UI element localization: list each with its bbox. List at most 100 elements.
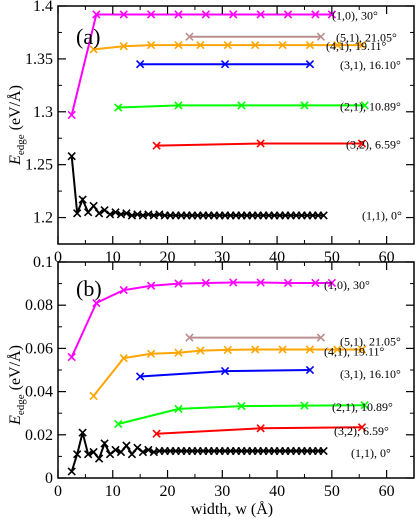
series-label: (1,0), 30° <box>324 278 370 292</box>
y-tick-label: 0.06 <box>25 340 53 357</box>
y-tick-label: 0 <box>45 470 53 487</box>
x-tick-label: 0 <box>54 483 62 500</box>
data-point-marker <box>305 345 315 354</box>
data-point-marker <box>300 401 309 410</box>
plot-frame <box>57 5 415 245</box>
data-point-marker <box>152 141 161 150</box>
data-point-marker <box>237 101 246 110</box>
y-axis-subscript-a: edge <box>15 134 27 155</box>
data-point-marker <box>92 298 101 308</box>
y-axis-unit-b: (eV/Å) <box>6 345 24 394</box>
y-axis-title-b: Eedge (eV/Å) <box>6 345 27 426</box>
data-point-marker <box>357 423 367 432</box>
series-line <box>70 156 324 217</box>
data-point-marker <box>174 348 183 357</box>
y-tick-label: 0.1 <box>33 254 53 271</box>
x-tick-label: 40 <box>269 483 285 500</box>
data-point-marker <box>319 211 328 220</box>
x-tick-label: 30 <box>214 483 230 500</box>
data-point-marker <box>119 285 128 295</box>
panel-label: (a) <box>76 24 100 49</box>
data-point-marker <box>316 32 326 41</box>
data-point-marker <box>100 205 109 215</box>
data-point-marker <box>251 345 260 354</box>
data-point-marker <box>78 428 87 437</box>
data-point-marker <box>89 45 98 54</box>
series-label: (1,0), 30° <box>332 8 378 22</box>
data-point-marker <box>174 404 183 414</box>
data-point-marker <box>83 450 93 459</box>
y-tick-label: 1.4 <box>33 0 53 15</box>
series-label: (1,1), 0° <box>351 446 391 460</box>
series-label: (5,1), 21.05° <box>336 31 397 45</box>
y-axis-symbol-b: E <box>7 415 24 426</box>
series-label: (1,1), 0° <box>362 208 402 222</box>
data-point-marker <box>89 201 98 211</box>
data-point-marker <box>89 391 98 401</box>
data-point-marker <box>152 429 161 438</box>
panel-label: (b) <box>76 276 102 301</box>
data-point-marker <box>174 279 183 288</box>
data-point-marker <box>278 40 287 50</box>
y-tick-label: 1.35 <box>25 51 53 68</box>
data-point-marker <box>185 333 194 342</box>
data-point-marker <box>237 401 246 411</box>
data-point-marker <box>333 345 342 354</box>
data-point-marker <box>278 345 287 354</box>
series-label: (5,1), 21.05° <box>340 335 401 349</box>
y-tick-label: 1.3 <box>33 104 53 121</box>
x-tick-label: 10 <box>105 483 121 500</box>
y-tick-label: 0.02 <box>25 427 53 444</box>
data-point-marker <box>73 209 82 218</box>
data-point-marker <box>67 352 76 362</box>
data-point-marker <box>105 210 115 219</box>
data-point-marker <box>92 10 101 19</box>
data-point-marker <box>305 365 315 375</box>
data-point-marker <box>146 10 156 19</box>
y-tick-label: 0.08 <box>25 297 53 314</box>
data-point-marker <box>300 101 309 110</box>
x-axis-title: width, w (Å) <box>191 500 273 518</box>
data-point-marker <box>311 278 320 288</box>
data-point-marker <box>100 439 109 448</box>
data-point-marker <box>133 443 142 452</box>
data-point-marker <box>185 32 194 41</box>
data-point-marker <box>223 40 232 50</box>
data-point-marker <box>78 195 87 204</box>
data-point-marker <box>138 447 148 457</box>
data-point-marker <box>256 10 265 19</box>
x-tick-label: 20 <box>160 483 176 500</box>
data-point-marker <box>122 441 131 450</box>
x-tick-label: 60 <box>379 483 395 500</box>
data-point-marker <box>174 10 183 19</box>
y-axis-unit-a: (eV/Å) <box>6 85 24 134</box>
data-point-marker <box>357 345 367 354</box>
data-point-marker <box>146 40 156 50</box>
data-point-marker <box>327 10 337 19</box>
data-point-marker <box>357 40 367 50</box>
data-point-marker <box>135 60 145 69</box>
panel-b: (1,0), 30° (5,1), 21.05°(4,1), 19.11° (3,1… <box>25 254 415 500</box>
x-tick-label: 50 <box>324 483 340 500</box>
data-point-marker <box>105 450 115 459</box>
y-tick-label: 0.04 <box>25 384 53 401</box>
data-point-marker <box>311 10 320 19</box>
data-point-marker <box>251 40 260 50</box>
y-axis-title-a: Eedge (eV/Å) <box>6 85 27 166</box>
data-point-marker <box>114 419 123 429</box>
data-point-marker <box>146 349 156 358</box>
data-point-marker <box>135 372 145 381</box>
x-tick-label: 0 <box>54 249 62 266</box>
series-label: (4,1), 19.11° <box>326 39 387 53</box>
data-point-marker <box>256 424 265 433</box>
data-point-marker <box>316 333 326 342</box>
data-point-marker <box>174 101 183 110</box>
series-line <box>117 404 365 425</box>
data-point-marker <box>144 445 153 455</box>
series-label: (3,2), 6.59° <box>334 424 389 438</box>
data-point-marker <box>223 345 232 355</box>
data-point-marker <box>111 208 120 217</box>
data-point-marker <box>360 401 369 410</box>
data-point-marker <box>201 278 211 288</box>
y-axis-subscript-b: edge <box>15 394 27 415</box>
